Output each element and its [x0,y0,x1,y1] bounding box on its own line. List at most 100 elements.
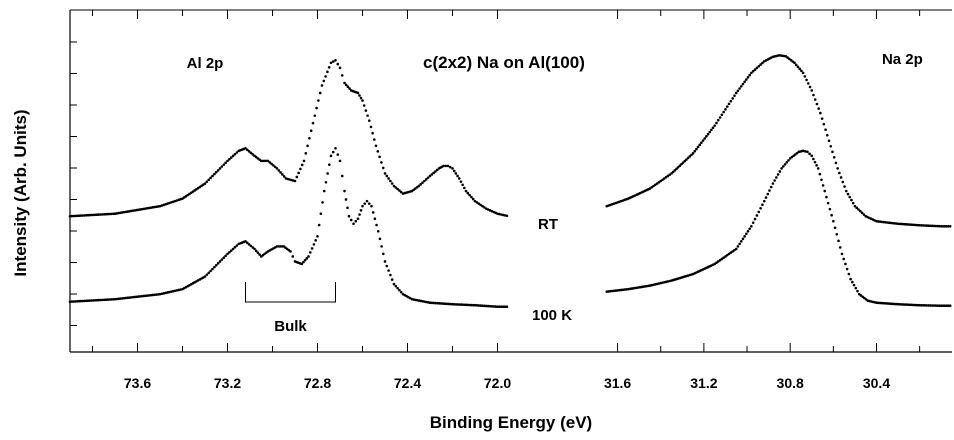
data-point [806,150,809,154]
data-point [846,192,850,196]
data-point [844,262,847,266]
data-point [810,89,814,92]
x-tick-label: 30.4 [863,375,890,391]
data-point [483,304,486,308]
data-point [448,165,452,169]
data-point [358,94,361,97]
data-point [803,150,807,153]
data-point [505,305,509,309]
series-na-2p-rt [605,53,952,228]
data-point [705,135,708,138]
y-axis-title: Intensity (Arb. Units) [11,109,30,276]
annotations: Al 2p Na 2p RT 100 K Bulk [187,51,923,335]
data-point [816,167,820,170]
data-point [706,132,710,136]
data-point [947,224,950,228]
data-point [503,305,507,309]
data-point [218,167,222,170]
data-point [338,66,342,70]
data-point [244,240,247,243]
data-point [304,152,308,155]
data-point [218,260,222,263]
data-point [939,304,943,308]
data-point [443,302,447,306]
data-point [815,102,819,106]
data-point [688,155,692,158]
data-point [481,204,484,208]
data-point [734,91,738,95]
data-point [277,169,281,172]
data-point [739,240,743,243]
data-point [354,219,358,223]
data-point [297,171,300,175]
data-point [828,207,832,211]
data-point [343,189,346,193]
data-point [753,68,757,71]
data-point [748,73,751,77]
data-point [432,171,435,175]
data-point [505,214,509,218]
data-point [820,178,823,182]
data-point [819,111,822,115]
data-point [224,254,227,258]
data-point [432,301,436,305]
data-point [426,176,430,179]
data-point [691,152,695,155]
data-point [859,209,862,213]
data-point [398,288,401,292]
data-point [220,165,224,168]
data-point [378,237,382,241]
data-point [468,193,471,197]
data-point [778,170,782,173]
data-point [331,150,335,154]
data-point [479,203,482,207]
data-point [291,255,295,258]
data-point [499,305,503,309]
data-point [214,170,218,174]
data-point [389,273,392,277]
data-point [398,189,401,192]
data-point [834,161,838,165]
data-point [315,106,318,110]
data-point [361,99,364,102]
data-point [494,305,497,308]
data-point [430,301,434,305]
data-point [680,162,683,166]
data-point [720,113,724,117]
data-point [362,104,366,107]
data-point [736,245,740,248]
data-point [832,219,835,223]
data-point [844,189,848,193]
data-point [835,233,839,236]
data-point [785,161,789,164]
data-point [211,267,214,271]
data-point [761,61,764,65]
data-point [438,302,441,305]
data-point [249,244,253,248]
data-point [207,271,211,275]
data-point [205,273,209,276]
data-point [428,301,432,305]
data-point [313,114,317,117]
data-point [233,152,237,156]
data-point [807,82,810,85]
data-point [479,304,482,307]
data-point [356,217,360,221]
annotation-rt: RT [538,216,558,233]
data-point [303,258,307,262]
data-point [336,153,340,156]
data-point [739,84,743,88]
data-point [423,179,426,183]
data-point [759,207,762,210]
data-point [829,144,833,148]
data-point [941,224,945,228]
data-point [370,204,373,208]
data-point [771,182,775,185]
data-point [803,75,807,78]
data-point [222,256,226,259]
data-point [442,164,445,168]
data-point [334,147,337,150]
data-point [224,161,227,165]
data-point [378,155,381,159]
data-point [209,269,212,273]
